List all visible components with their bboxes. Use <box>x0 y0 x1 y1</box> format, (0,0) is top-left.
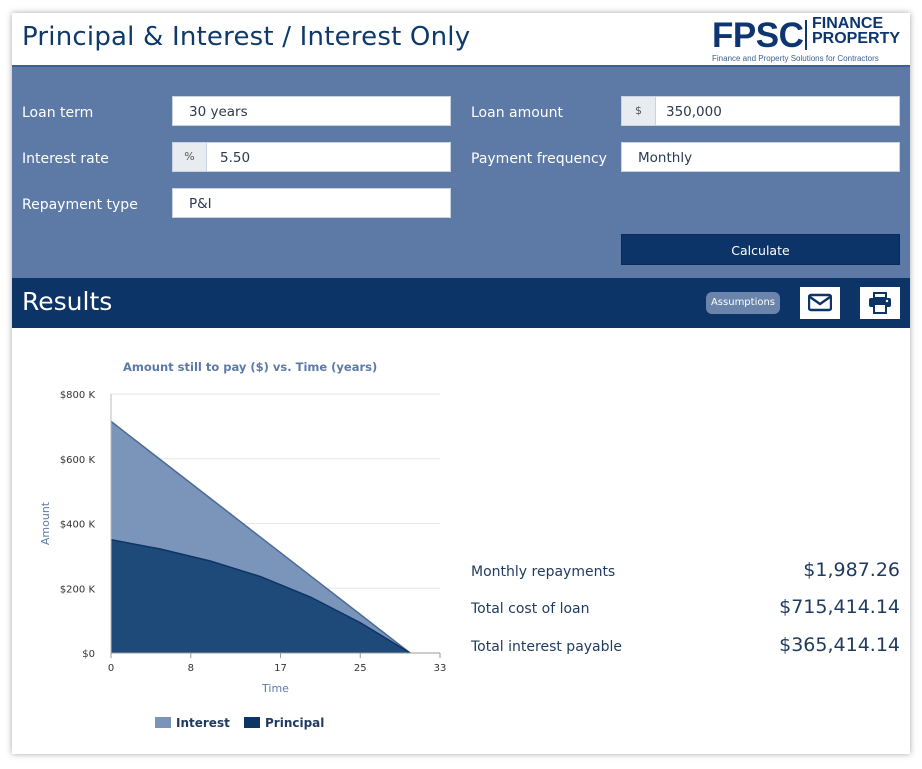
legend-interest-swatch <box>155 717 171 728</box>
legend-principal-label: Principal <box>265 716 325 730</box>
monthly-repayments-value: $1,987.26 <box>803 559 900 581</box>
legend-principal: Principal <box>244 716 324 730</box>
legend-interest-label: Interest <box>176 716 230 730</box>
x-tick-label: 0 <box>108 663 114 674</box>
loan-amount-input[interactable]: $ 350,000 <box>621 96 900 126</box>
y-tick-label: $200 K <box>60 584 96 595</box>
y-tick-label: $800 K <box>60 390 96 401</box>
repayment-type-label: Repayment type <box>22 197 138 213</box>
logo-mark: FPSC <box>712 16 804 55</box>
results-header: Results Assumptions <box>12 278 910 328</box>
top-header: Principal & Interest / Interest Only FPS… <box>12 13 910 65</box>
loan-term-select[interactable]: 30 years <box>172 96 451 126</box>
total-cost-value: $715,414.14 <box>779 596 900 618</box>
loan-form: Loan term 30 years Interest rate % 5.50 … <box>12 65 910 278</box>
payment-frequency-select[interactable]: Monthly <box>621 142 900 172</box>
area-principal <box>111 539 411 653</box>
loan-term-value: 30 years <box>189 104 248 120</box>
fpsc-logo: FPSC FINANCE PROPERTY Finance and Proper… <box>712 15 902 64</box>
dollar-prefix: $ <box>622 97 656 125</box>
printer-icon <box>869 292 891 314</box>
y-tick-label: $400 K <box>60 520 96 531</box>
logo-line1: FINANCE <box>812 15 884 32</box>
loan-amount-value: 350,000 <box>666 104 722 120</box>
y-tick-label: $0 <box>82 649 95 660</box>
balance-area-chart: $0 $200 K $400 K $600 K $800 K 0 8 17 25 33 Time Am… <box>39 390 447 695</box>
monthly-repayments-label: Monthly repayments <box>471 564 616 580</box>
email-button[interactable] <box>800 287 840 319</box>
payment-frequency-value: Monthly <box>638 150 693 166</box>
total-interest-label: Total interest payable <box>471 639 623 655</box>
payment-frequency-label: Payment frequency <box>471 151 607 167</box>
x-tick-label: 8 <box>188 663 194 674</box>
calculate-button[interactable]: Calculate <box>621 234 900 265</box>
chart-title: Amount still to pay ($) vs. Time (years) <box>123 360 378 374</box>
total-cost-label: Total cost of loan <box>471 601 590 617</box>
logo-tagline: Finance and Property Solutions for Contr… <box>712 54 879 63</box>
legend-interest: Interest <box>155 716 230 730</box>
assumptions-button[interactable]: Assumptions <box>706 292 780 314</box>
repayment-type-value: P&I <box>189 196 212 212</box>
envelope-icon <box>808 293 832 312</box>
results-title: Results <box>22 287 113 316</box>
logo-divider <box>805 20 807 50</box>
x-tick-label: 33 <box>434 663 447 674</box>
total-interest-value: $365,414.14 <box>779 634 900 656</box>
repayment-type-select[interactable]: P&I <box>172 188 451 218</box>
print-button[interactable] <box>860 287 900 319</box>
interest-rate-input[interactable]: % 5.50 <box>172 142 451 172</box>
line-interest <box>110 420 411 654</box>
calculator-card: Principal & Interest / Interest Only FPS… <box>12 13 910 754</box>
y-axis-label: Amount <box>39 501 52 545</box>
page-title: Principal & Interest / Interest Only <box>22 22 471 52</box>
interest-rate-value: 5.50 <box>220 150 251 166</box>
interest-rate-label: Interest rate <box>22 151 109 167</box>
loan-term-label: Loan term <box>22 105 94 121</box>
logo-line2: PROPERTY <box>812 30 901 47</box>
percent-prefix: % <box>173 143 207 171</box>
loan-amount-label: Loan amount <box>471 105 564 121</box>
line-principal <box>110 538 411 654</box>
y-tick-label: $600 K <box>60 455 96 466</box>
x-tick-label: 25 <box>354 663 367 674</box>
x-axis-label: Time <box>261 682 289 695</box>
legend-principal-swatch <box>244 717 260 728</box>
x-tick-label: 17 <box>274 663 287 674</box>
